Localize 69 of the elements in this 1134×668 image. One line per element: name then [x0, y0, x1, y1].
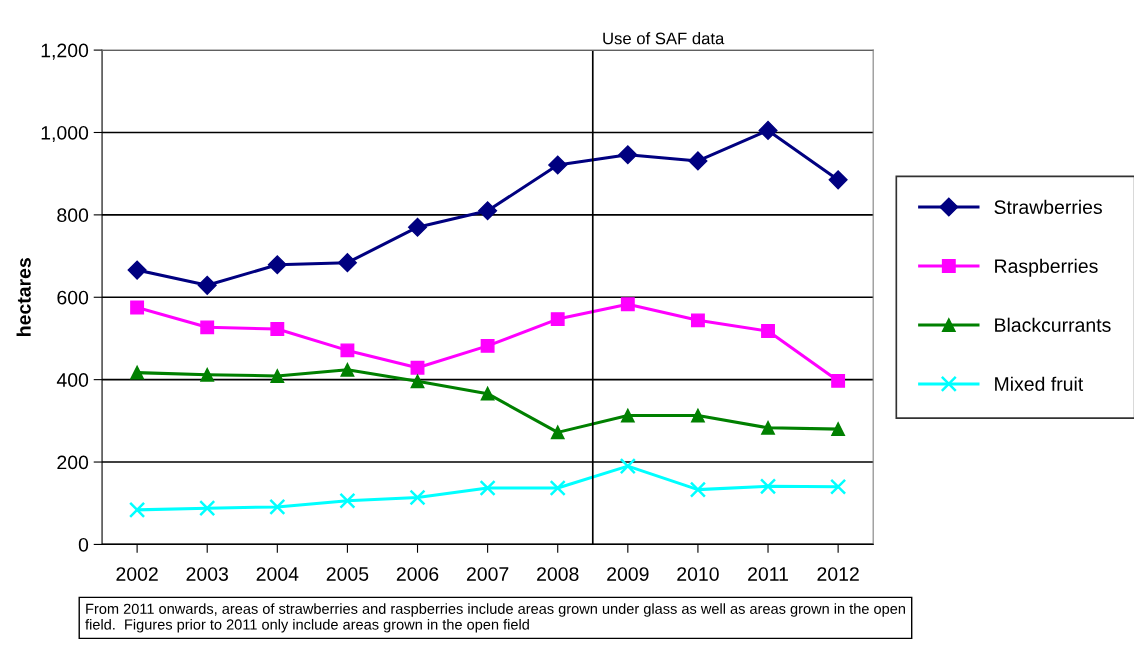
point: [270, 322, 285, 336]
point: [480, 338, 495, 353]
point: [550, 425, 565, 440]
point: [759, 478, 777, 495]
x-tick-label: 2012: [817, 567, 859, 581]
point: [829, 478, 847, 495]
y-tick-label: 800: [57, 208, 89, 223]
point: [199, 499, 216, 517]
text: From 2011 onwards, areas of strawberries and raspberries include areas grown under glass as well as areas grown in the open field. Figures prior to 2011 only include areas grown in the open field: [85, 603, 905, 633]
point: [618, 145, 638, 165]
point: [690, 313, 705, 328]
point: [267, 255, 287, 275]
point: [340, 343, 355, 358]
x-tick-label: 2003: [186, 567, 228, 581]
point: [340, 362, 355, 377]
legend-label: Blackcurrants: [995, 317, 1111, 332]
x-tick-label: 2002: [116, 567, 158, 581]
point: [407, 217, 428, 237]
point: [269, 498, 286, 516]
x-tick-label: 2006: [396, 567, 439, 581]
point: [197, 275, 217, 295]
point: [200, 320, 215, 335]
y-tick-label: 0: [78, 537, 89, 552]
point: [200, 367, 215, 382]
point: [337, 253, 357, 273]
point: [410, 374, 425, 389]
point: [758, 120, 778, 140]
point: [688, 151, 708, 171]
x-tick-label: 2004: [256, 567, 299, 581]
legend-label: Strawberries: [994, 199, 1102, 215]
point: [127, 260, 147, 280]
y-tick-label: 600: [57, 290, 89, 305]
point: [620, 297, 635, 312]
x-tick-label: 2010: [677, 567, 719, 581]
point: [620, 408, 635, 423]
point: [761, 420, 775, 435]
y-tick-label: 1,200: [41, 43, 89, 60]
point: [619, 457, 637, 475]
point: [410, 360, 425, 375]
point: [130, 300, 145, 315]
point: [550, 312, 565, 327]
point: [690, 408, 705, 423]
point: [480, 386, 495, 401]
x-tick-label: 2007: [466, 567, 509, 581]
point: [128, 501, 146, 519]
x-tick-label: 2009: [607, 567, 649, 581]
x-tick-label: 2011: [748, 567, 788, 581]
point: [479, 479, 496, 497]
y-tick-label: 400: [56, 373, 89, 387]
ref-line-label: Use of SAF data: [603, 32, 725, 45]
point: [761, 324, 775, 338]
point: [689, 481, 707, 498]
y-tick-label: 200: [57, 455, 89, 470]
point: [130, 365, 145, 380]
y-axis-title: hectares: [16, 258, 31, 336]
point: [549, 479, 566, 497]
point: [339, 492, 356, 509]
legend-label: Raspberries: [995, 258, 1098, 277]
point: [831, 373, 846, 388]
legend-label: Mixed fruit: [995, 376, 1084, 391]
point: [270, 368, 285, 383]
point: [828, 170, 848, 190]
point: [831, 422, 846, 437]
x-tick-label: 2008: [537, 567, 579, 581]
point: [478, 201, 498, 221]
x-tick-label: 2005: [326, 567, 369, 581]
point: [409, 489, 426, 506]
point: [548, 155, 568, 175]
y-tick-label: 1,000: [41, 125, 89, 143]
